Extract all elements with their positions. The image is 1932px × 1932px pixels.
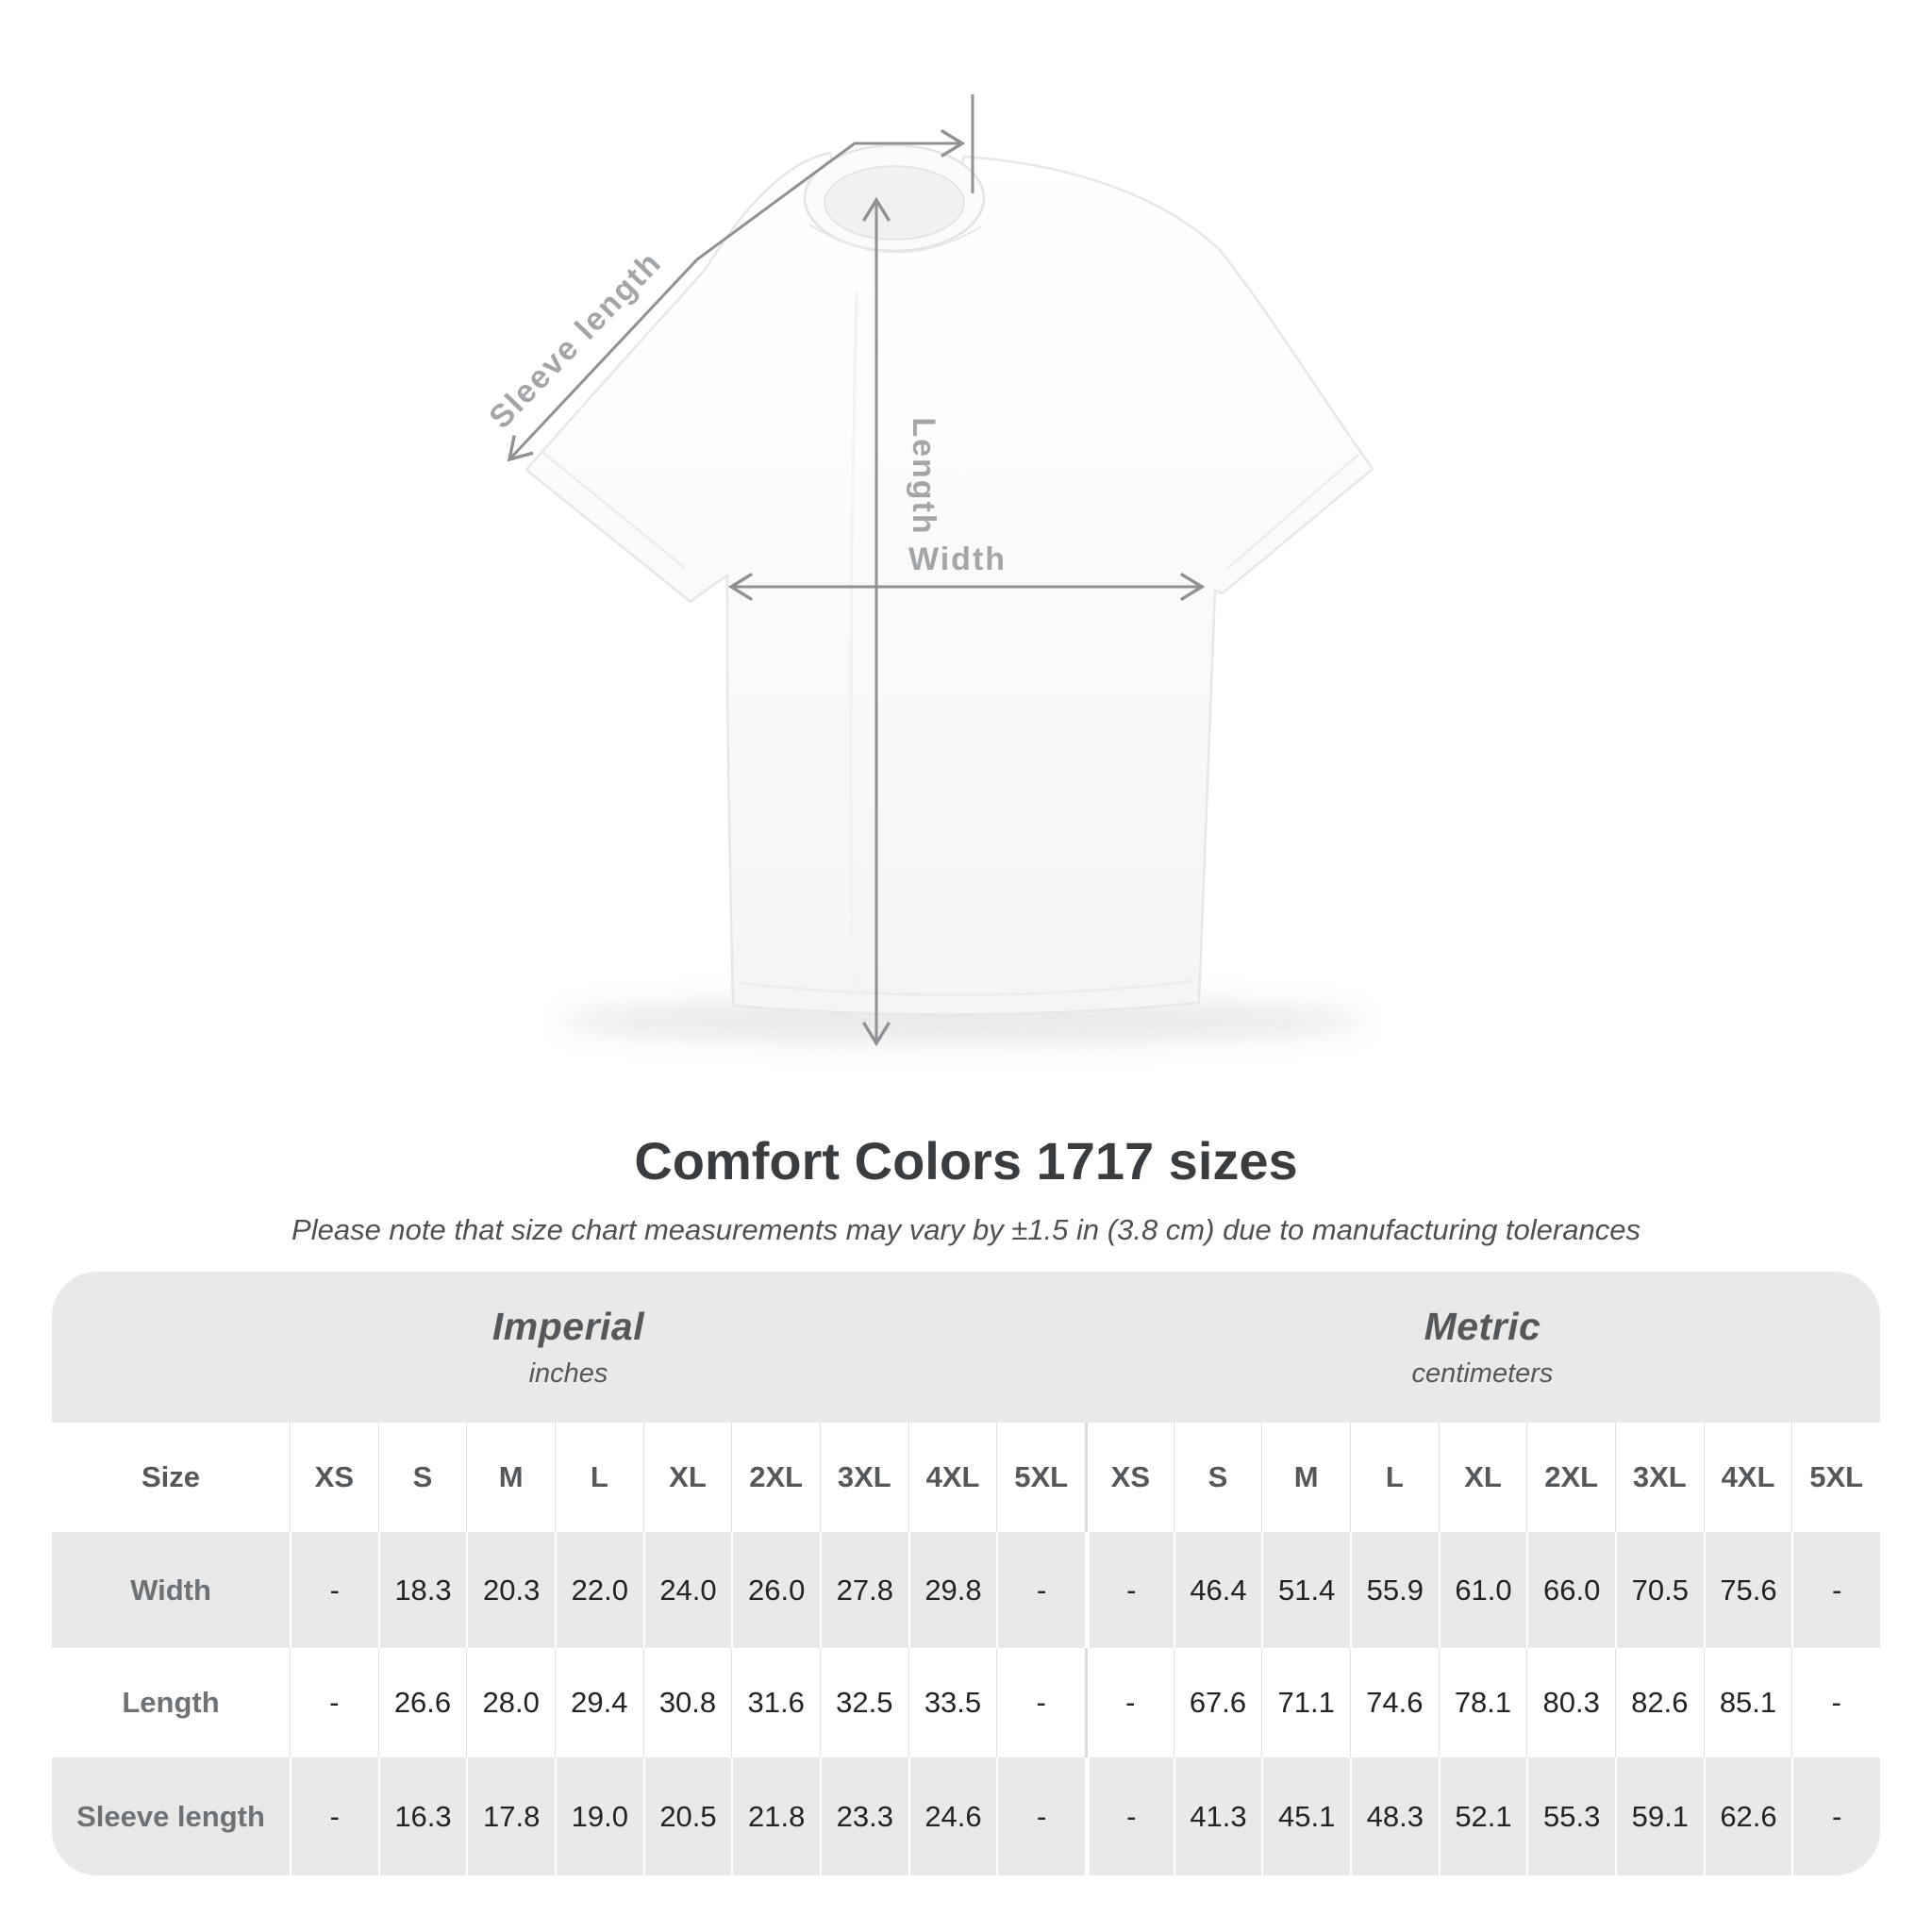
- size-col-header-imperial: M: [466, 1423, 555, 1532]
- length-metric-value: 85.1: [1703, 1648, 1792, 1757]
- sleeve-metric-value: 52.1: [1438, 1757, 1527, 1875]
- length-imperial-value: 32.5: [819, 1648, 908, 1757]
- length-metric-value: 71.1: [1261, 1648, 1350, 1757]
- length-imperial-value: 26.6: [377, 1648, 467, 1757]
- sleeve-metric-value: 55.3: [1526, 1757, 1615, 1875]
- page-subtitle: Please note that size chart measurements…: [291, 1213, 1641, 1246]
- sleeve-imperial-value: 20.5: [642, 1757, 732, 1875]
- length-metric-value: 74.6: [1349, 1648, 1439, 1757]
- page-title: Comfort Colors 1717 sizes: [634, 1131, 1298, 1191]
- sleeve-metric-value: 48.3: [1349, 1757, 1439, 1875]
- length-metric-value: 80.3: [1526, 1648, 1615, 1757]
- length-imperial-value: 28.0: [466, 1648, 555, 1757]
- size-col-header-imperial: XS: [290, 1423, 378, 1532]
- imperial-band: Imperial inches: [52, 1272, 1085, 1423]
- width-label: Width: [908, 541, 1007, 577]
- length-imperial-value: -: [996, 1648, 1085, 1757]
- width-metric-value: 51.4: [1261, 1532, 1350, 1648]
- sleeve-imperial-value: 19.0: [554, 1757, 643, 1875]
- sleeve-imperial-value: 16.3: [377, 1757, 467, 1875]
- imperial-band-label: Imperial: [491, 1305, 645, 1348]
- sleeve-metric-value: 41.3: [1173, 1757, 1262, 1875]
- hem-seam: [738, 979, 1194, 996]
- imperial-band-unit: inches: [528, 1358, 608, 1389]
- width-imperial-value: -: [290, 1532, 378, 1648]
- size-table: Imperial inches Metric centimeters Size …: [52, 1272, 1880, 1875]
- metric-band-unit: centimeters: [1411, 1358, 1554, 1389]
- size-col-header-imperial: S: [377, 1423, 467, 1532]
- length-imperial-value: 31.6: [731, 1648, 820, 1757]
- sleeve-imperial-value: 24.6: [908, 1757, 997, 1875]
- width-metric-value: 66.0: [1526, 1532, 1615, 1648]
- size-col-header-imperial: 3XL: [819, 1423, 908, 1532]
- width-imperial-value: -: [996, 1532, 1085, 1648]
- right-cuff-seam: [1227, 454, 1359, 569]
- sleeve-imperial-value: -: [996, 1757, 1085, 1875]
- length-metric-value: -: [1791, 1648, 1880, 1757]
- tshirt-diagram: Sleeve length Length Width: [482, 94, 1374, 1047]
- size-column-header: Size: [52, 1423, 290, 1532]
- sleeve-imperial-value: -: [290, 1757, 378, 1875]
- size-col-header-imperial: 5XL: [996, 1423, 1085, 1532]
- size-col-header-metric: S: [1173, 1423, 1262, 1532]
- size-col-header-metric: 4XL: [1703, 1423, 1792, 1532]
- sleeve-metric-value: -: [1084, 1757, 1174, 1875]
- size-col-header-metric: XL: [1438, 1423, 1527, 1532]
- sleeve-imperial-value: 21.8: [731, 1757, 820, 1875]
- width-imperial-value: 20.3: [466, 1532, 555, 1648]
- length-metric-value: 82.6: [1614, 1648, 1704, 1757]
- size-col-header-imperial: 2XL: [731, 1423, 820, 1532]
- width-metric-value: -: [1791, 1532, 1880, 1648]
- length-imperial-value: 30.8: [642, 1648, 732, 1757]
- length-metric-value: 67.6: [1173, 1648, 1262, 1757]
- sleeve-length-line: [507, 128, 966, 462]
- size-col-header-metric: 5XL: [1791, 1423, 1880, 1532]
- width-metric-value: -: [1084, 1532, 1174, 1648]
- length-imperial-value: -: [290, 1648, 378, 1757]
- length-label: Length: [906, 417, 941, 535]
- width-metric-value: 75.6: [1703, 1532, 1792, 1648]
- sleeve-metric-value: 45.1: [1261, 1757, 1350, 1875]
- width-metric-value: 55.9: [1349, 1532, 1439, 1648]
- size-col-header-metric: 3XL: [1614, 1423, 1704, 1532]
- width-metric-value: 70.5: [1614, 1532, 1704, 1648]
- length-imperial-value: 33.5: [908, 1648, 997, 1757]
- width-imperial-value: 22.0: [554, 1532, 643, 1648]
- left-cuff-seam: [542, 452, 686, 569]
- shirt-shadow: [557, 998, 1368, 1043]
- width-imperial-value: 29.8: [908, 1532, 997, 1648]
- row-label-sleeve-length: Sleeve length: [52, 1757, 290, 1875]
- size-col-header-metric: XS: [1084, 1423, 1174, 1532]
- length-imperial-value: 29.4: [554, 1648, 643, 1757]
- size-col-header-imperial: 4XL: [908, 1423, 997, 1532]
- sleeve-imperial-value: 17.8: [466, 1757, 555, 1875]
- sleeve-imperial-value: 23.3: [819, 1757, 908, 1875]
- metric-band: Metric centimeters: [1084, 1272, 1880, 1423]
- size-col-header-metric: M: [1261, 1423, 1350, 1532]
- collar-opening: [824, 165, 965, 241]
- sleeve-metric-value: -: [1791, 1757, 1880, 1875]
- sleeve-metric-value: 62.6: [1703, 1757, 1792, 1875]
- size-col-header-imperial: XL: [642, 1423, 732, 1532]
- width-imperial-value: 18.3: [377, 1532, 467, 1648]
- width-metric-value: 46.4: [1173, 1532, 1262, 1648]
- row-label-width: Width: [52, 1532, 290, 1648]
- width-metric-value: 61.0: [1438, 1532, 1527, 1648]
- size-col-header-metric: 2XL: [1526, 1423, 1615, 1532]
- width-imperial-value: 26.0: [731, 1532, 820, 1648]
- width-imperial-value: 27.8: [819, 1532, 908, 1648]
- row-label-length: Length: [52, 1648, 290, 1757]
- length-metric-value: 78.1: [1438, 1648, 1527, 1757]
- size-col-header-imperial: L: [554, 1423, 643, 1532]
- metric-band-label: Metric: [1424, 1305, 1541, 1348]
- sleeve-metric-value: 59.1: [1614, 1757, 1704, 1875]
- size-col-header-metric: L: [1349, 1423, 1439, 1532]
- width-imperial-value: 24.0: [642, 1532, 732, 1648]
- length-metric-value: -: [1084, 1648, 1174, 1757]
